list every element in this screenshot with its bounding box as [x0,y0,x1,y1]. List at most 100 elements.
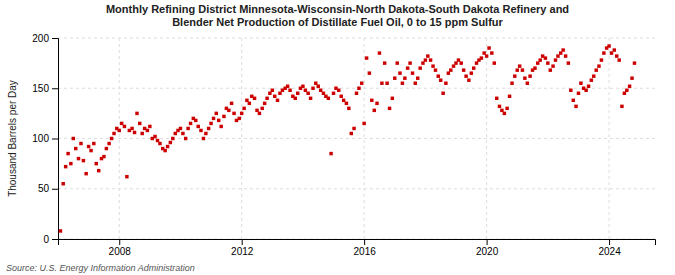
x-axis: 20082012201620202024 [59,239,656,257]
point [207,127,210,130]
point [521,68,524,71]
point [311,87,314,90]
point [79,142,82,145]
point [329,152,332,155]
point [301,85,304,88]
point [347,107,350,110]
point [633,61,636,64]
point [217,119,220,122]
point [107,142,110,145]
point [215,112,218,115]
point [209,122,212,125]
point [204,132,207,135]
point [123,125,126,128]
point [472,66,475,69]
point [485,54,488,57]
point [452,64,455,67]
point [500,109,503,112]
point [421,61,424,64]
y-grid-line [58,88,655,89]
point [253,97,256,100]
x-tick: 2012 [231,239,254,257]
point [296,92,299,95]
point [158,142,161,145]
point [564,54,567,57]
point [487,46,490,49]
y-tick-label: 200 [32,33,49,44]
point [286,85,289,88]
point [258,112,261,115]
point [222,115,225,118]
point [89,149,92,152]
point [385,81,388,84]
point [74,147,77,150]
point [362,122,365,125]
point [273,95,276,98]
point [495,97,498,100]
point [166,145,169,148]
point [429,58,432,61]
point [169,141,172,144]
point [533,66,536,69]
point [148,125,151,128]
point [117,129,120,132]
point [518,64,521,67]
point [408,61,411,64]
point [395,61,398,64]
point [135,112,138,115]
point [181,132,184,135]
point [554,58,557,61]
points [59,44,637,232]
point [245,99,248,102]
point [332,92,335,95]
x-tick-label: 2020 [476,246,499,257]
point [271,89,274,92]
point [255,109,258,112]
point [464,74,467,77]
y-tick: 0 [43,234,58,245]
point [523,76,526,79]
point [623,92,626,95]
point [482,51,485,54]
point [613,48,616,51]
point [526,81,529,84]
point [380,81,383,84]
x-tick: 2020 [476,239,499,257]
point [437,74,440,77]
y-tick-mark [52,38,58,39]
y-grid-line [58,38,655,39]
point [304,89,307,92]
x-tick-label: 2016 [354,246,377,257]
point [574,105,577,108]
point [398,71,401,74]
point [263,102,266,105]
y-tick-mark [52,88,58,89]
x-tick: 2008 [109,239,132,257]
point [480,56,483,59]
point [620,105,623,108]
point [515,68,518,71]
point [309,97,312,100]
point [462,68,465,71]
point [508,95,511,98]
point [493,61,496,64]
point [498,105,501,108]
point [505,107,508,110]
point [559,51,562,54]
point [434,68,437,71]
point [138,122,141,125]
point [202,137,205,140]
point [572,99,575,102]
point [194,119,197,122]
point [411,71,414,74]
point [447,71,450,74]
point [196,125,199,128]
y-tick-mark [52,239,58,240]
x-tick-mark [242,239,243,245]
point [276,99,279,102]
point [97,169,100,172]
x-grid-line [609,38,610,239]
point [602,51,605,54]
point [561,48,564,51]
point [607,44,610,47]
